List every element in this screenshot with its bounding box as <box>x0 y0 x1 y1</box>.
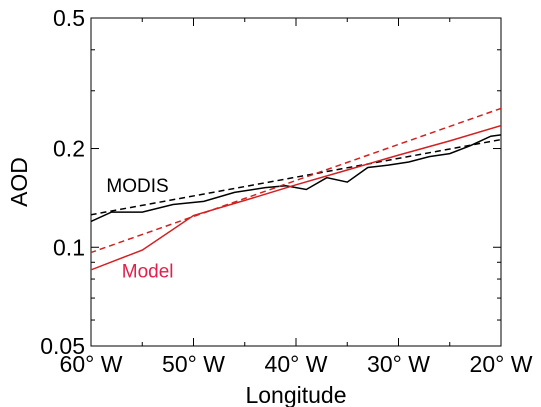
y-tick-label: 0.5 <box>53 5 85 31</box>
y-tick-label: 0.1 <box>53 234 85 260</box>
x-tick-label: 50° W <box>162 351 225 377</box>
x-tick-label: 40° W <box>265 351 328 377</box>
x-tick-label: 60° W <box>60 351 123 377</box>
series-line-modis <box>91 134 501 223</box>
y-axis-title: AOD <box>6 157 32 207</box>
x-tick-label: 20° W <box>470 351 533 377</box>
ticks-layer: 60° W 50° W 40° W 30° W 20° W 0.05 0.1 0.2 0.5 <box>40 5 532 377</box>
y-tick-label: 0.2 <box>53 136 85 162</box>
x-axis-title: Longitude <box>245 382 346 407</box>
series-layer <box>91 107 501 271</box>
model-label: Model <box>122 261 174 282</box>
modis-label: MODIS <box>106 176 168 197</box>
x-tick-label: 30° W <box>367 351 430 377</box>
y-tick-label: 0.05 <box>40 333 85 359</box>
series-line-modis-fit <box>91 138 501 216</box>
annotation-layer: MODIS Model <box>106 176 173 283</box>
series-line-model <box>91 124 501 271</box>
series-line-model-fit <box>91 107 501 254</box>
